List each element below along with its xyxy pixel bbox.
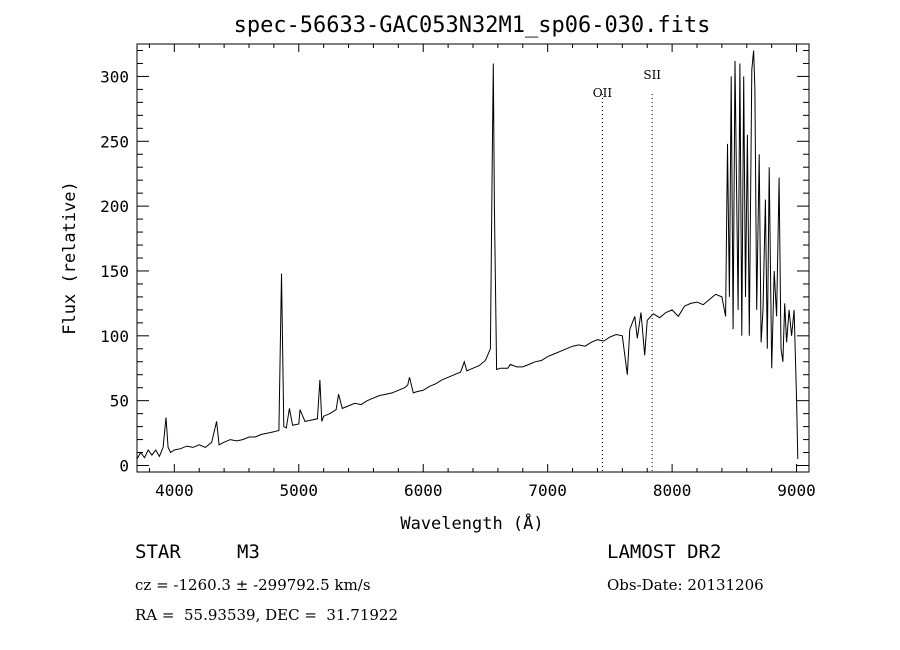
y-axis-label: Flux (relative) (60, 181, 80, 335)
y-tick-label: 0 (119, 457, 129, 476)
spectrum-line (136, 50, 799, 460)
x-tick-label: 5000 (280, 481, 319, 500)
x-tick-label: 4000 (155, 481, 194, 500)
line-marker-label: OII (593, 86, 613, 100)
plot-frame (136, 43, 810, 473)
survey-name: LAMOST DR2 (607, 541, 722, 563)
y-tick-label: 50 (110, 392, 129, 411)
object-subclass: M3 (237, 541, 260, 563)
y-tick-label: 150 (100, 262, 129, 281)
ra-dec: RA = 55.93539, DEC = 31.71922 (135, 606, 399, 624)
y-tick-label: 300 (100, 67, 129, 86)
y-tick-label: 250 (100, 132, 129, 151)
object-class: STAR (135, 541, 181, 563)
axis-ticks: 4000 5000 6000 7000 8000 9000 0 50 100 150 200 250 3… (100, 44, 816, 500)
obs-date: Obs-Date: 20131206 (607, 576, 764, 594)
y-tick-label: 200 (100, 197, 129, 216)
x-tick-label: 6000 (404, 481, 443, 500)
x-tick-label: 8000 (653, 481, 692, 500)
x-tick-label: 7000 (528, 481, 567, 500)
line-marker-label: SII (643, 68, 661, 82)
y-tick-label: 100 (100, 327, 129, 346)
chart-title: spec-56633-GAC053N32M1_sp06-030.fits (234, 13, 711, 38)
x-axis-label: Wavelength (Å) (400, 512, 543, 534)
redshift-cz: cz = -1260.3 ± -299792.5 km/s (135, 576, 371, 594)
line-markers: OII SII (593, 68, 661, 472)
x-tick-label: 9000 (777, 481, 816, 500)
